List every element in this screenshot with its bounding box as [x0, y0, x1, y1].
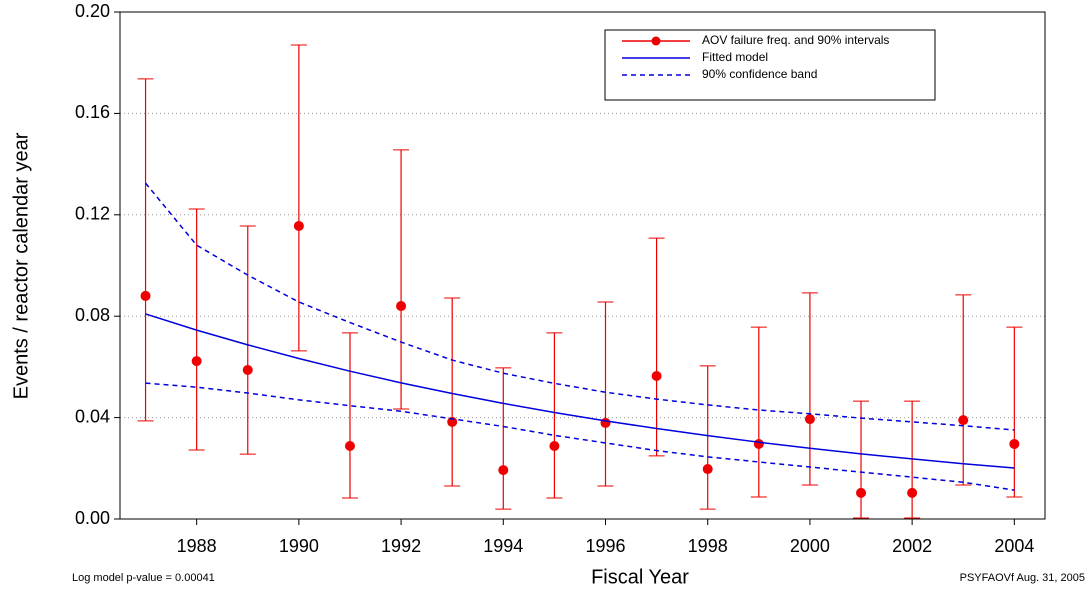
point: [344, 440, 355, 451]
fitted-line: [145, 313, 1015, 469]
y-tick-label: 0.00: [75, 508, 110, 528]
point: [140, 290, 151, 301]
point: [600, 417, 611, 428]
legend-marker: [651, 36, 661, 46]
y-tick-label: 0.08: [75, 305, 110, 325]
point: [702, 464, 713, 475]
point: [753, 438, 764, 449]
point: [396, 301, 407, 312]
point: [498, 465, 509, 476]
x-tick-label: 1994: [483, 536, 523, 556]
y-tick-label: 0.12: [75, 204, 110, 224]
band-lower: [145, 382, 1015, 491]
point: [856, 487, 867, 498]
legend-label: 90% confidence band: [702, 67, 817, 81]
x-tick-label: 2004: [994, 536, 1034, 556]
plot-frame: [119, 11, 1046, 520]
y-tick-label: 0.04: [75, 406, 110, 426]
legend-label: AOV failure freq. and 90% intervals: [702, 33, 889, 47]
x-tick-label: 1988: [177, 536, 217, 556]
point: [242, 364, 253, 375]
x-tick-label: 2002: [892, 536, 932, 556]
band-upper: [144, 182, 1015, 431]
point: [293, 220, 304, 231]
point: [1009, 438, 1020, 449]
x-tick-label: 1998: [688, 536, 728, 556]
x-axis-title: Fiscal Year: [591, 566, 689, 588]
point: [651, 371, 662, 382]
y-tick-label: 0.16: [75, 102, 110, 122]
x-tick-label: 1990: [279, 536, 319, 556]
point: [447, 416, 458, 427]
point: [804, 414, 815, 425]
footnote: Log model p-value = 0.00041: [72, 572, 215, 584]
legend-label: Fitted model: [702, 50, 768, 64]
footnote: PSYFAOVf Aug. 31, 2005: [960, 572, 1085, 584]
x-tick-label: 2000: [790, 536, 830, 556]
point: [958, 415, 969, 426]
point: [191, 356, 202, 367]
y-tick-label: 0.20: [75, 1, 110, 21]
y-axis-title: Events / reactor calendar year: [10, 132, 32, 399]
point: [549, 440, 560, 451]
x-tick-label: 1992: [381, 536, 421, 556]
x-tick-label: 1996: [585, 536, 625, 556]
point: [907, 487, 918, 498]
